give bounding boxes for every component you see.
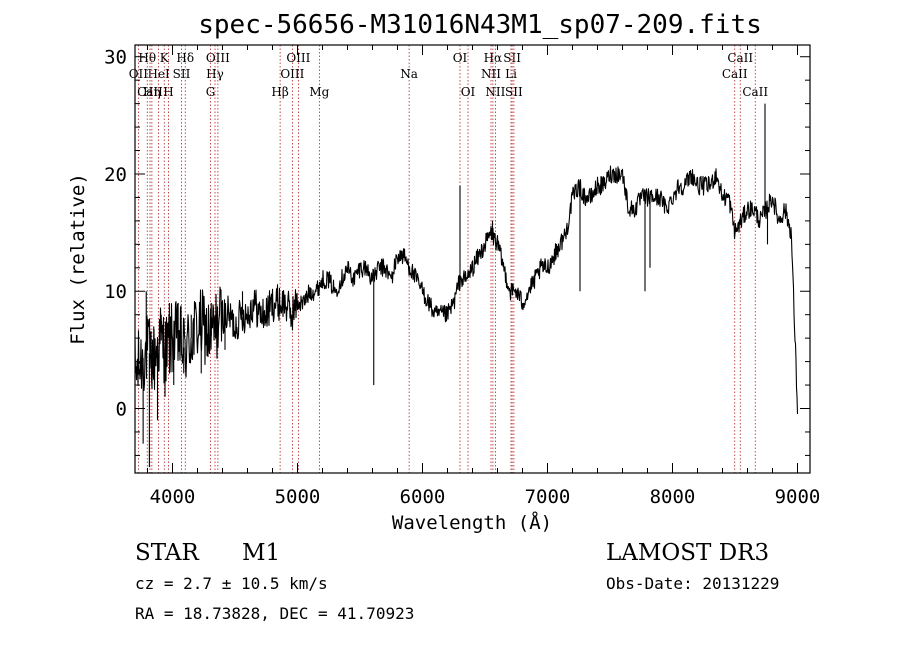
x-tick-label: 6000 [400,486,446,508]
emission-line-label: SII [173,67,191,81]
x-tick-label: 5000 [275,486,321,508]
emission-line-label: OIII [206,51,230,65]
object-class: STAR [135,540,199,566]
emission-line-label: OIII [286,51,310,65]
x-tick-label: 4000 [150,486,196,508]
survey-name: LAMOST DR3 [606,540,769,566]
emission-line-label: OIII [280,67,304,81]
emission-line-label: Hγ [206,67,224,81]
chart-title: spec-56656-M31016N43M1_sp07-209.fits [198,10,762,40]
emission-line-label: G [206,85,216,99]
emission-line-label: HeI [147,67,170,81]
obs-date: Obs-Date: 20131229 [606,574,779,593]
y-tick-label: 20 [104,164,127,186]
emission-line-label: Hθ [138,51,156,65]
y-tick-label: 0 [116,399,127,421]
emission-line-label: SII [503,51,521,65]
emission-line-label: Hδ [176,51,194,65]
emission-line-label: Mg [309,85,329,99]
spectrum-series [134,103,799,468]
emission-line-label: OII [129,67,149,81]
emission-line-label: Hβ [271,85,288,99]
x-tick-label: 7000 [525,486,571,508]
emission-line-label: CaII [742,85,768,99]
redshift-info: cz = 2.7 ± 10.5 km/s [135,574,328,593]
plot-frame [134,44,811,474]
y-tick-label: 10 [104,281,127,303]
emission-line-label: OI [453,51,468,65]
emission-line-label: Hη [143,85,161,99]
x-tick-label: 8000 [650,486,696,508]
emission-line-label: Li [505,67,517,81]
emission-line-label: NII [481,67,501,81]
axis-ticks: 4000 5000 6000 7000 8000 9000 0 10 20 30 [104,45,820,508]
emission-line-label: H [163,85,173,99]
emission-line-label: OI [461,85,476,99]
emission-line-label: K [160,51,170,65]
x-tick-label: 9000 [775,486,821,508]
x-axis-label: Wavelength (Å) [392,511,552,534]
emission-line-label: SII [505,85,523,99]
coordinates: RA = 18.73828, DEC = 41.70923 [135,604,414,623]
emission-line-label: Hα [484,51,503,65]
object-subclass: M1 [242,540,280,566]
emission-line-label: NII [485,85,505,99]
emission-line-label: Na [400,67,418,81]
emission-line-label: CaII [722,67,748,81]
y-axis-label: Flux (relative) [67,173,89,345]
emission-line-label: CaII [137,85,163,99]
spectrum-line [134,165,799,415]
emission-line-label: CaII [727,51,753,65]
y-tick-label: 30 [104,47,127,69]
